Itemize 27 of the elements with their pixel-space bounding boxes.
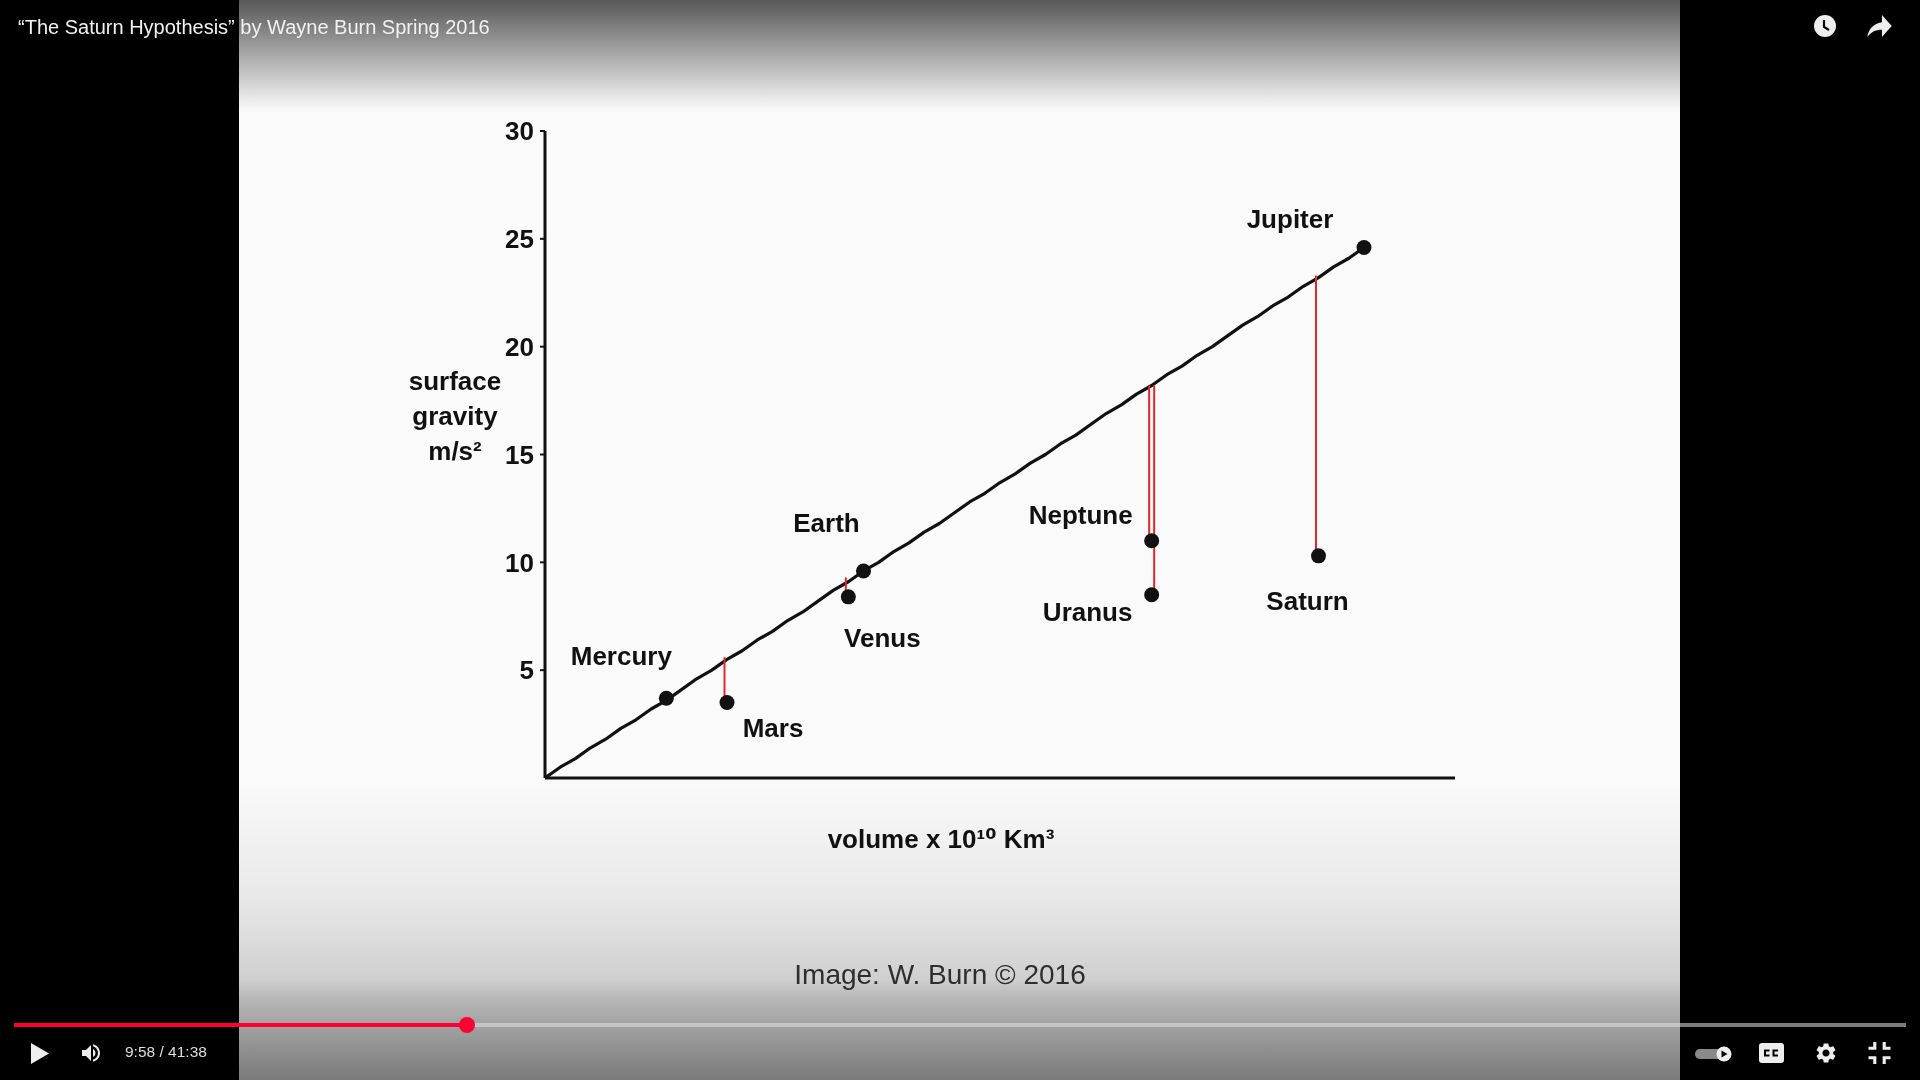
point xyxy=(1144,587,1160,603)
data-label: Mars xyxy=(742,712,804,743)
y-tick-label: 25 xyxy=(505,224,534,255)
data-label: Mercury xyxy=(570,641,672,672)
text: Image: W. Burn © 2016 xyxy=(794,959,1086,991)
x-axis-title: volume x 10¹⁰ Km³ xyxy=(827,823,1055,855)
y-tick-label: 30 xyxy=(505,116,534,147)
data-label: Jupiter xyxy=(1246,204,1334,235)
data-label: Neptune xyxy=(1028,499,1133,530)
point xyxy=(1311,548,1326,564)
point xyxy=(840,589,856,605)
text: “The Saturn Hypothesis” by Wayne Burn Spring 2016 xyxy=(18,15,490,39)
data-label: Uranus xyxy=(1042,596,1133,627)
point xyxy=(719,695,735,711)
text: 9:58 / 41:38 xyxy=(125,1043,207,1061)
data-label: Earth xyxy=(793,507,860,538)
y-tick-label: 5 xyxy=(519,655,534,686)
point xyxy=(658,690,674,706)
y-axis-title: surface gravity m/s² xyxy=(408,365,502,468)
data-label: Saturn xyxy=(1266,585,1349,616)
point xyxy=(856,563,871,579)
y-tick-label: 15 xyxy=(505,439,534,470)
point xyxy=(1144,533,1160,549)
y-tick-label: 10 xyxy=(505,547,534,578)
y-tick-label: 20 xyxy=(505,331,534,362)
data-label: Venus xyxy=(844,622,921,653)
point xyxy=(1356,239,1372,255)
